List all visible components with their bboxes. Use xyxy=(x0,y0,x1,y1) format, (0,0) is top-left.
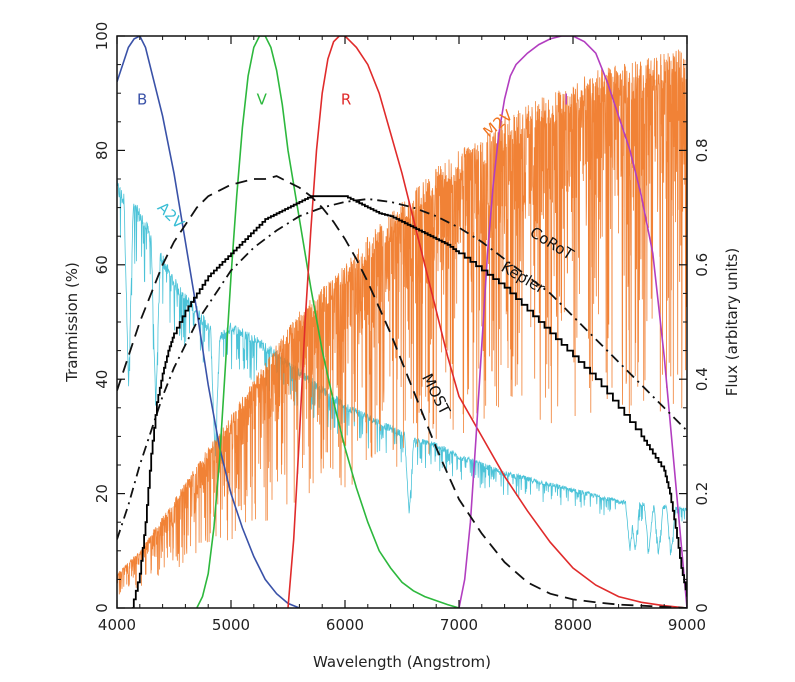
x-tick-label: 8000 xyxy=(554,616,592,634)
y-left-axis-ticks: 0 20 40 60 80 100 xyxy=(93,22,125,613)
x-tick-label: 5000 xyxy=(212,616,250,634)
y-right-axis-label: Flux (arbitary units) xyxy=(723,248,741,396)
series-label-b: B xyxy=(137,91,147,109)
y-left-tick-label: 40 xyxy=(93,370,111,389)
series-label-r: R xyxy=(341,91,351,109)
y-left-tick-label: 80 xyxy=(93,141,111,160)
series-kepler-line xyxy=(131,195,687,608)
y-left-axis-label: Tranmission (%) xyxy=(63,262,81,383)
series-label-v: V xyxy=(257,91,268,109)
series-r-line xyxy=(287,36,687,608)
y-left-tick-label: 0 xyxy=(93,603,111,613)
x-tick-label: 7000 xyxy=(440,616,478,634)
series-label-i: I xyxy=(564,91,568,109)
x-tick-label: 9000 xyxy=(668,616,706,634)
y-right-tick-label: 0 xyxy=(693,603,711,613)
y-right-axis-ticks: 0 0.2 0.4 0.6 0.8 xyxy=(679,64,711,613)
y-right-tick-label: 0.8 xyxy=(693,138,711,162)
series-b-line xyxy=(117,36,300,608)
series-label-most: MOST xyxy=(418,371,454,419)
series-i-line xyxy=(458,36,687,608)
y-left-tick-label: 60 xyxy=(93,255,111,274)
series-layer xyxy=(117,36,687,608)
y-right-tick-label: 0.4 xyxy=(693,367,711,391)
series-most-line xyxy=(117,175,687,608)
x-tick-label: 4000 xyxy=(98,616,136,634)
y-right-tick-label: 0.6 xyxy=(693,253,711,277)
series-corot-line xyxy=(117,198,687,540)
series-v-line xyxy=(196,36,460,608)
series-a2v-spectrum xyxy=(117,179,687,556)
y-right-tick-label: 0.2 xyxy=(693,482,711,506)
y-left-tick-label: 100 xyxy=(93,22,111,51)
x-axis-ticks: 4000 5000 6000 7000 8000 9000 xyxy=(98,36,706,634)
y-left-tick-label: 20 xyxy=(93,484,111,503)
x-tick-label: 6000 xyxy=(326,616,364,634)
x-axis-label: Wavelength (Angstrom) xyxy=(313,653,491,671)
